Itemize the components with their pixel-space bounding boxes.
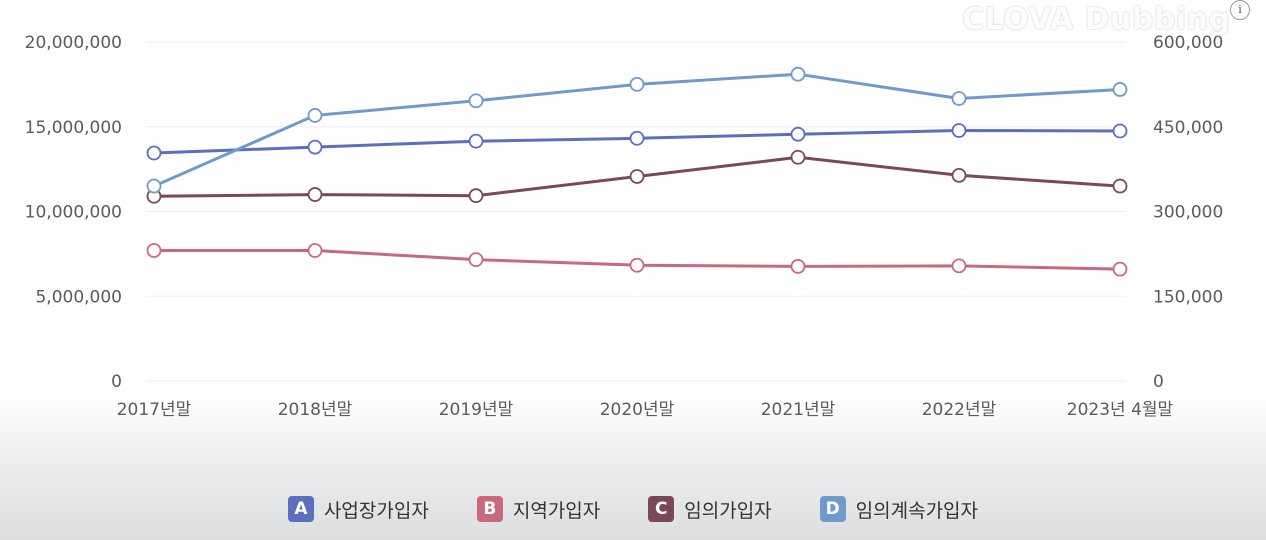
data-point-b (1112, 261, 1128, 277)
data-point-d (307, 108, 323, 123)
data-point-d (951, 91, 967, 106)
data-point-a (468, 133, 484, 149)
y-right-tick-label: 0 (1153, 372, 1164, 392)
y-right-tick-label: 150,000 (1153, 287, 1223, 307)
data-point-d (146, 178, 162, 194)
data-point-a (146, 145, 162, 161)
data-point-c (790, 149, 806, 165)
chart-legend: A 사업장가입자 B 지역가입자 C 임의가입자 D 임의계속가입자 (0, 494, 1266, 524)
x-tick-label: 2019년말 (439, 400, 514, 420)
data-point-d (629, 76, 645, 92)
x-tick-label: 2018년말 (278, 400, 353, 420)
legend-item-a: A 사업장가입자 (287, 496, 429, 523)
data-point-b (146, 243, 162, 258)
y-right-tick-label: 450,000 (1153, 118, 1223, 138)
watermark-logo: CLOVA Dubbing (962, 2, 1231, 37)
right-axis-tick-labels: 0 150,000 300,000 450,000 600,000 (1153, 33, 1223, 392)
x-axis-tick-labels: 2017년말 2018년말 2019년말 2020년말 2021년말 2022년말 2023… (117, 400, 1174, 420)
legend-label: 사업장가입자 (323, 499, 429, 522)
x-tick-label: 2017년말 (117, 400, 192, 420)
y-left-tick-label: 20,000,000 (25, 33, 122, 53)
data-point-b (790, 259, 806, 274)
legend-label: 임의가입자 (684, 499, 772, 522)
legend-item-b: B 지역가입자 (476, 496, 601, 523)
data-point-a (629, 130, 645, 146)
y-left-tick-label: 10,000,000 (25, 203, 122, 223)
x-tick-label: 2023년 4월말 (1067, 400, 1174, 420)
y-right-tick-label: 600,000 (1153, 33, 1223, 53)
legend-badge: B (476, 496, 503, 522)
y-right-tick-label: 300,000 (1153, 203, 1223, 223)
data-point-b (307, 243, 323, 258)
legend-label: 지역가입자 (512, 499, 601, 522)
legend-badge: A (287, 496, 314, 522)
info-icon[interactable]: i (1230, 0, 1250, 20)
data-point-c (951, 167, 967, 183)
legend-item-c: C 임의가입자 (648, 496, 772, 523)
data-point-c (468, 188, 484, 204)
legend-label: 임의계속가입자 (855, 499, 979, 522)
left-axis-tick-labels: 0 5,000,000 10,000,000 15,000,000 20,000,000 (25, 33, 122, 392)
line-chart: 0 5,000,000 10,000,000 15,000,000 20,000,000… (25, 33, 1224, 420)
legend-badge: C (648, 496, 675, 522)
y-left-tick-label: 0 (111, 372, 122, 392)
data-point-d (1112, 82, 1128, 97)
x-tick-label: 2021년말 (761, 400, 836, 420)
legend-item-d: D 임의계속가입자 (819, 496, 979, 523)
x-tick-label: 2020년말 (600, 400, 675, 420)
grid-lines (146, 41, 1126, 382)
data-point-a (1112, 123, 1128, 139)
data-point-c (307, 187, 323, 202)
data-point-a (790, 126, 806, 142)
x-tick-label: 2022년말 (922, 400, 997, 420)
y-left-tick-label: 15,000,000 (25, 118, 122, 138)
legend-badge: D (819, 496, 846, 522)
data-point-c (629, 169, 645, 184)
data-point-a (951, 123, 967, 138)
data-point-b (629, 257, 645, 273)
data-point-b (951, 258, 967, 274)
data-point-d (790, 66, 806, 82)
data-point-d (468, 93, 484, 109)
data-point-a (307, 139, 323, 155)
y-left-tick-label: 5,000,000 (35, 287, 122, 307)
data-point-b (468, 252, 484, 268)
data-point-c (1112, 178, 1128, 194)
series-points (146, 66, 1128, 277)
